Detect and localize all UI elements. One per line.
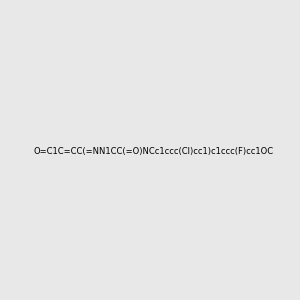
Text: O=C1C=CC(=NN1CC(=O)NCc1ccc(Cl)cc1)c1ccc(F)cc1OC: O=C1C=CC(=NN1CC(=O)NCc1ccc(Cl)cc1)c1ccc(… — [34, 147, 274, 156]
